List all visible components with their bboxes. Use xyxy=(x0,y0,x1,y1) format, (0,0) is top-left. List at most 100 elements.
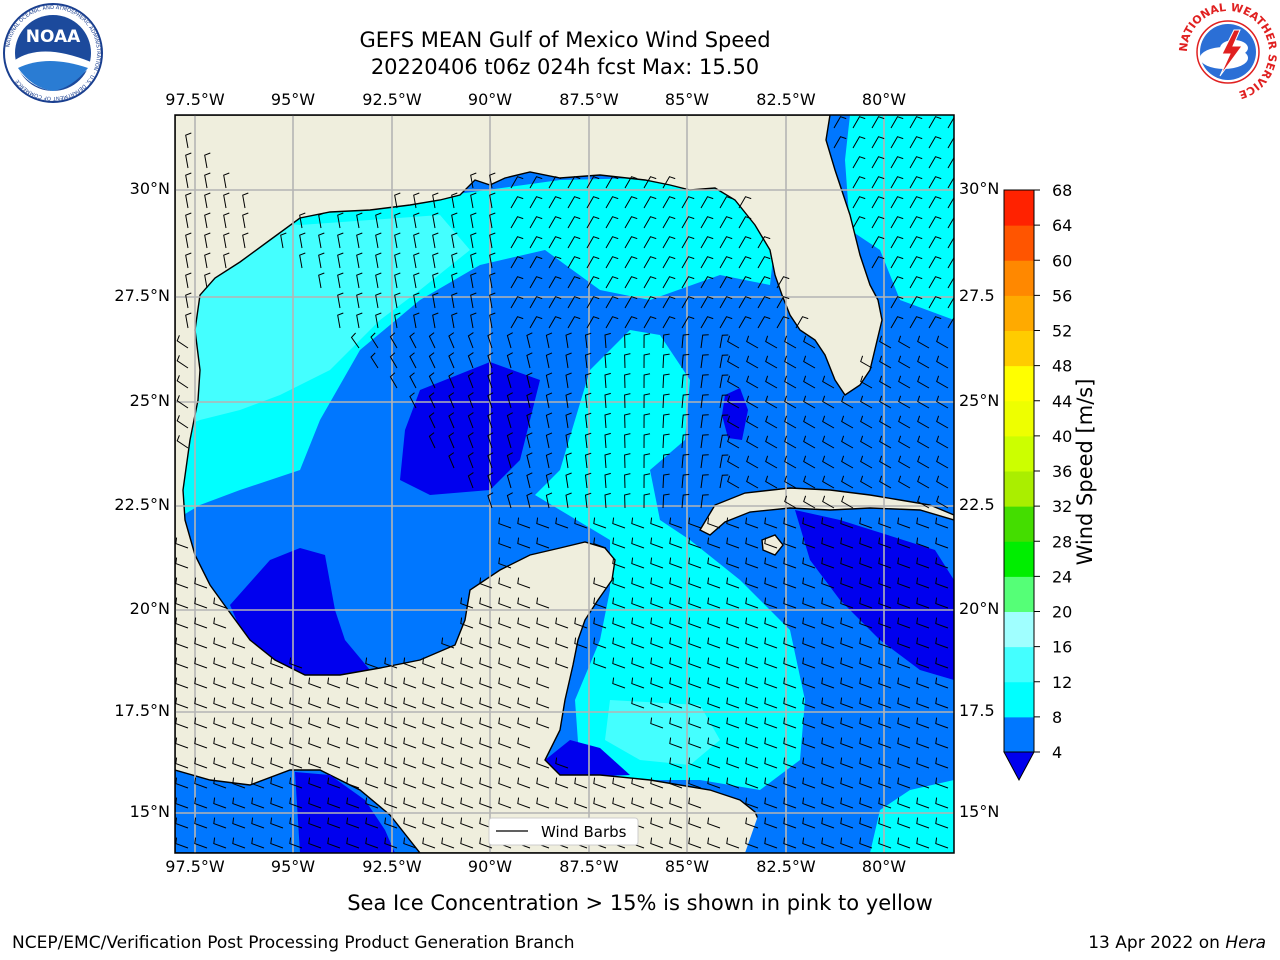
wind-barb xyxy=(840,657,854,669)
wind-barb xyxy=(394,312,401,329)
wind-barb xyxy=(223,232,230,249)
wind-barb xyxy=(890,276,904,289)
wind-barb xyxy=(669,757,683,769)
wind-barb xyxy=(270,657,284,669)
wind-barb xyxy=(337,292,344,309)
wind-barb xyxy=(719,394,729,409)
wind-barb xyxy=(545,472,553,489)
wind-barb xyxy=(643,413,651,429)
wind-barb xyxy=(422,697,436,709)
wind-barb xyxy=(251,677,265,689)
wind-barb xyxy=(898,435,911,449)
wind-barb xyxy=(784,475,797,489)
wind-barb xyxy=(403,837,417,849)
wind-barb xyxy=(631,777,645,789)
wind-barb xyxy=(871,156,885,169)
wind-zone-straits-calm xyxy=(722,388,748,440)
wind-barb xyxy=(928,316,942,329)
wind-barb xyxy=(726,537,740,549)
wind-barb xyxy=(841,415,854,429)
wind-barb xyxy=(802,777,816,789)
wind-barb xyxy=(584,492,592,509)
wind-barb xyxy=(327,757,341,769)
wind-barb xyxy=(909,116,923,129)
wind-barb xyxy=(879,415,892,429)
wind-barb xyxy=(822,455,835,469)
wind-barb xyxy=(784,495,797,509)
wind-barb xyxy=(467,332,474,349)
wind-barb xyxy=(536,597,550,609)
wind-barb xyxy=(765,455,778,469)
wind-barb xyxy=(370,352,379,369)
wind-barb xyxy=(840,717,854,729)
wind-barb xyxy=(451,212,458,229)
wind-barb xyxy=(356,312,363,329)
wind-barb xyxy=(897,797,911,809)
wind-barb xyxy=(890,236,904,249)
wind-barb xyxy=(308,817,322,829)
wind-barb xyxy=(917,395,930,409)
wind-barb xyxy=(643,493,651,509)
wind-barb xyxy=(878,697,892,709)
wind-barb xyxy=(327,777,341,789)
wind-barb xyxy=(460,677,474,689)
wind-barb xyxy=(688,657,702,669)
wind-barb xyxy=(783,757,797,769)
wind-barb xyxy=(878,837,892,849)
wind-barb xyxy=(631,697,645,709)
wind-barb xyxy=(548,316,562,329)
wind-barb xyxy=(510,176,524,189)
wind-barb xyxy=(784,395,797,409)
wind-barb xyxy=(593,597,607,609)
wind-barb xyxy=(487,412,494,429)
wind-barb xyxy=(624,176,638,189)
colorbar-tick-label: 32 xyxy=(1052,497,1072,516)
wind-barb xyxy=(757,256,771,269)
wind-barb xyxy=(700,216,714,229)
wind-barb xyxy=(719,236,733,249)
wind-barb xyxy=(517,537,531,549)
wind-barb xyxy=(765,475,778,489)
wind-barb xyxy=(432,312,439,329)
wind-barb xyxy=(650,697,664,709)
wind-barb xyxy=(821,737,835,749)
wind-barb xyxy=(669,637,683,649)
wind-barb xyxy=(308,757,322,769)
wind-barb xyxy=(384,677,398,689)
wind-barb xyxy=(719,334,729,349)
wind-barb xyxy=(365,697,379,709)
wind-barb xyxy=(536,537,550,549)
wind-barb xyxy=(803,335,816,349)
wind-barb xyxy=(688,537,702,549)
wind-barb xyxy=(403,657,417,669)
wind-barb xyxy=(745,817,759,829)
wind-barb xyxy=(897,817,911,829)
colorbar-extend-icon xyxy=(1003,751,1035,782)
wind-barb xyxy=(631,577,645,589)
wind-barb xyxy=(757,236,771,249)
wind-barb xyxy=(745,597,759,609)
wind-barb xyxy=(631,637,645,649)
colorbar-band xyxy=(1004,295,1034,331)
wind-barb xyxy=(548,256,562,269)
wind-barb xyxy=(548,236,562,249)
wind-barb xyxy=(409,332,417,349)
wind-barb xyxy=(936,435,949,449)
wind-barb xyxy=(746,435,759,449)
colorbar-tick-label: 44 xyxy=(1052,392,1072,411)
wind-barb xyxy=(567,236,581,249)
lon-bottom-tick: 85°W xyxy=(664,857,710,876)
wind-barb xyxy=(506,352,513,369)
wind-barb xyxy=(776,316,790,329)
wind-barb xyxy=(451,232,458,249)
wind-barb xyxy=(403,817,417,829)
wind-barb xyxy=(936,375,949,389)
wind-barb xyxy=(860,375,873,389)
wind-barb xyxy=(726,597,740,609)
wind-barb xyxy=(898,415,911,429)
wind-barb xyxy=(897,757,911,769)
wind-barb xyxy=(726,577,740,589)
wind-barb xyxy=(802,717,816,729)
wind-barb xyxy=(833,136,847,149)
colorbar-tick-label: 68 xyxy=(1052,181,1072,200)
